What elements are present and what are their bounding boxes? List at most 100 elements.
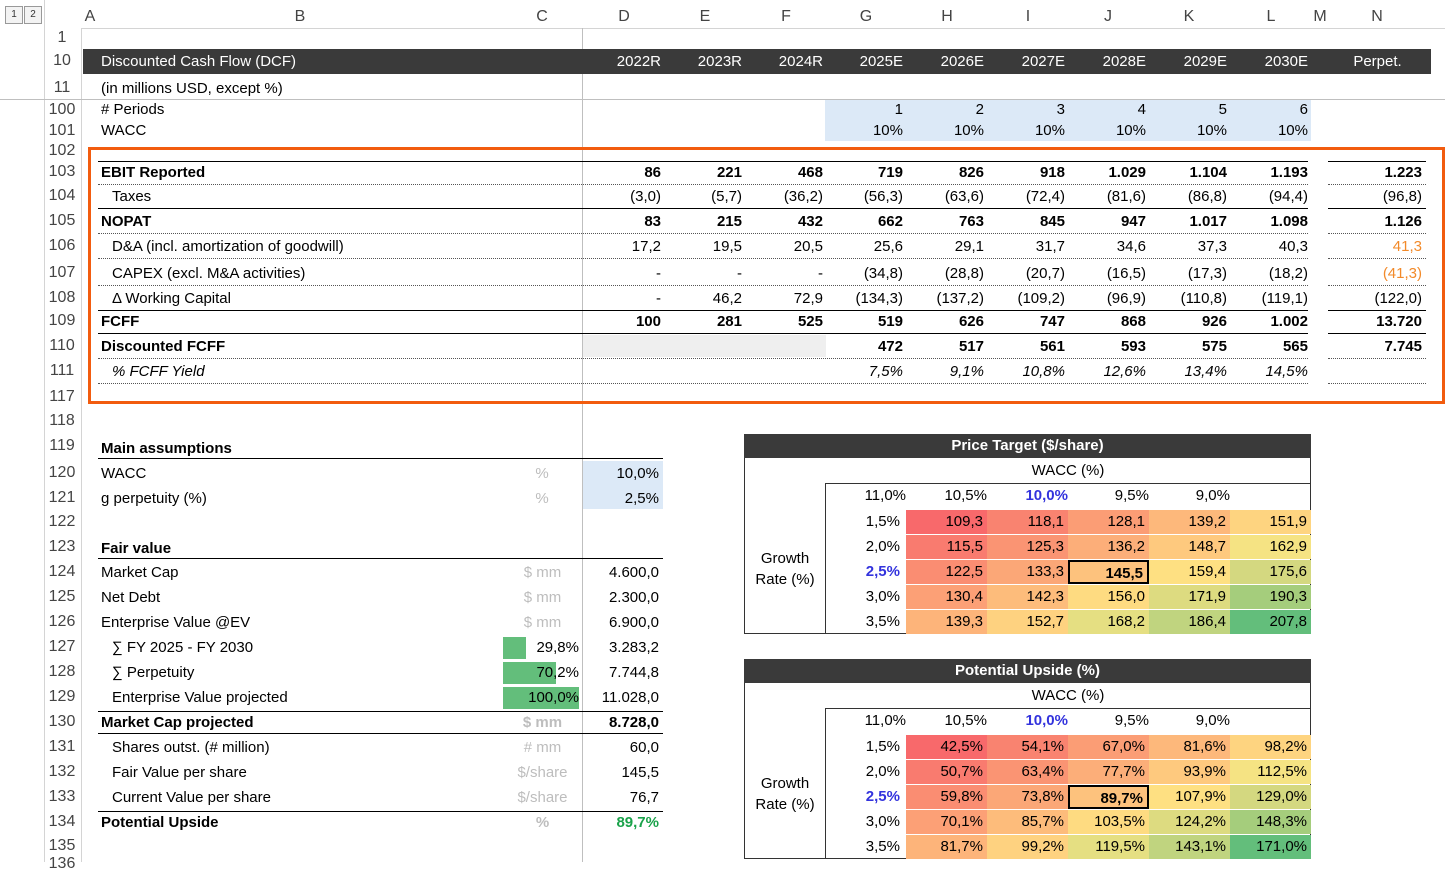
- dcf-cell[interactable]: (94,4): [1268, 188, 1308, 205]
- assumption-value[interactable]: 10,0%: [616, 465, 659, 482]
- row-header-118[interactable]: 118: [49, 412, 75, 429]
- fair-value-value[interactable]: 7.744,8: [608, 664, 659, 681]
- fair-value-value[interactable]: 76,7: [629, 789, 659, 806]
- dcf-cell[interactable]: 10,8%: [1022, 363, 1065, 380]
- sensitivity-cell[interactable]: 107,9%: [1149, 785, 1230, 809]
- outline-level-2-button[interactable]: 2: [24, 6, 42, 24]
- sensitivity-cell[interactable]: 142,3: [987, 585, 1068, 609]
- dcf-cell[interactable]: 72,9: [793, 290, 823, 307]
- dcf-cell[interactable]: 83: [644, 213, 661, 230]
- dcf-cell[interactable]: 1.193: [1270, 164, 1308, 181]
- column-header-c[interactable]: C: [536, 8, 548, 25]
- fair-value-value[interactable]: 60,0: [629, 739, 659, 756]
- dcf-perpetuity-cell[interactable]: 13.720: [1376, 313, 1422, 330]
- row-header-10[interactable]: 10: [53, 52, 71, 69]
- row-header-110[interactable]: 110: [49, 337, 75, 354]
- row-header-132[interactable]: 132: [48, 763, 76, 780]
- dcf-cell[interactable]: 517: [958, 338, 984, 355]
- column-header-e[interactable]: E: [699, 8, 711, 25]
- row-header-104[interactable]: 104: [48, 187, 76, 204]
- dcf-cell[interactable]: 12,6%: [1103, 363, 1146, 380]
- row-header-107[interactable]: 107: [48, 264, 76, 281]
- sensitivity-cell[interactable]: 42,5%: [906, 735, 987, 759]
- sensitivity-cell[interactable]: 70,1%: [906, 810, 987, 834]
- dcf-cell[interactable]: 747: [1039, 313, 1065, 330]
- row-header-133[interactable]: 133: [48, 788, 76, 805]
- dcf-cell[interactable]: 13,4%: [1184, 363, 1227, 380]
- dcf-cell[interactable]: 100: [635, 313, 661, 330]
- dcf-cell[interactable]: 926: [1201, 313, 1227, 330]
- dcf-perpetuity-cell[interactable]: 7.745: [1384, 338, 1422, 355]
- dcf-cell[interactable]: 281: [716, 313, 742, 330]
- sensitivity-cell[interactable]: 133,3: [987, 560, 1068, 584]
- dcf-cell[interactable]: 472: [877, 338, 903, 355]
- sensitivity-cell[interactable]: 159,4: [1149, 560, 1230, 584]
- row-header-105[interactable]: 105: [48, 212, 76, 229]
- fair-value-value[interactable]: 145,5: [621, 764, 659, 781]
- dcf-cell[interactable]: 826: [958, 164, 984, 181]
- row-header-136[interactable]: 136: [48, 855, 76, 872]
- dcf-cell[interactable]: 947: [1120, 213, 1146, 230]
- dcf-cell[interactable]: 20,5: [793, 238, 823, 255]
- sensitivity-cell[interactable]: 54,1%: [987, 735, 1068, 759]
- dcf-perpetuity-cell[interactable]: (41,3): [1382, 265, 1422, 282]
- dcf-cell[interactable]: (72,4): [1025, 188, 1065, 205]
- column-header-d[interactable]: D: [618, 8, 630, 25]
- sensitivity-cell[interactable]: 119,5%: [1068, 835, 1149, 859]
- row-header-103[interactable]: 103: [48, 163, 76, 180]
- fair-value-value[interactable]: 6.900,0: [608, 614, 659, 631]
- dcf-cell[interactable]: 31,7: [1035, 238, 1065, 255]
- dcf-cell[interactable]: (36,2): [783, 188, 823, 205]
- row-header-129[interactable]: 129: [48, 688, 76, 705]
- dcf-cell[interactable]: 1.002: [1270, 313, 1308, 330]
- row-header-123[interactable]: 123: [48, 538, 76, 555]
- dcf-cell[interactable]: 221: [716, 164, 742, 181]
- dcf-cell[interactable]: 918: [1039, 164, 1065, 181]
- sensitivity-cell[interactable]: 50,7%: [906, 760, 987, 784]
- dcf-cell[interactable]: 868: [1120, 313, 1146, 330]
- row-header-134[interactable]: 134: [48, 813, 76, 830]
- sensitivity-cell[interactable]: 59,8%: [906, 785, 987, 809]
- row-header-111[interactable]: 111: [49, 362, 75, 379]
- column-header-j[interactable]: J: [1104, 8, 1112, 25]
- sensitivity-cell[interactable]: 207,8: [1230, 610, 1311, 634]
- dcf-cell[interactable]: 1.104: [1189, 164, 1227, 181]
- dcf-cell[interactable]: 432: [797, 213, 823, 230]
- row-header-106[interactable]: 106: [48, 237, 76, 254]
- dcf-cell[interactable]: 575: [1201, 338, 1227, 355]
- dcf-perpetuity-cell[interactable]: (96,8): [1382, 188, 1422, 205]
- dcf-cell[interactable]: 626: [958, 313, 984, 330]
- dcf-cell[interactable]: 37,3: [1197, 238, 1227, 255]
- dcf-cell[interactable]: (28,8): [944, 265, 984, 282]
- dcf-cell[interactable]: 40,3: [1278, 238, 1308, 255]
- row-header-120[interactable]: 120: [48, 464, 76, 481]
- dcf-cell[interactable]: 46,2: [712, 290, 742, 307]
- dcf-cell[interactable]: (20,7): [1025, 265, 1065, 282]
- column-header-l[interactable]: L: [1266, 8, 1276, 25]
- sensitivity-cell[interactable]: 148,7: [1149, 535, 1230, 559]
- row-header-100[interactable]: 100: [48, 101, 76, 118]
- sensitivity-cell[interactable]: 112,5%: [1230, 760, 1311, 784]
- sensitivity-cell[interactable]: 171,0%: [1230, 835, 1311, 859]
- dcf-cell[interactable]: (16,5): [1106, 265, 1146, 282]
- dcf-cell[interactable]: (86,8): [1187, 188, 1227, 205]
- sensitivity-cell[interactable]: 145,5: [1068, 560, 1149, 584]
- dcf-cell[interactable]: 19,5: [712, 238, 742, 255]
- dcf-cell[interactable]: (96,9): [1106, 290, 1146, 307]
- sensitivity-cell[interactable]: 125,3: [987, 535, 1068, 559]
- column-header-k[interactable]: K: [1183, 8, 1195, 25]
- dcf-cell[interactable]: -: [737, 265, 742, 282]
- row-header-128[interactable]: 128: [48, 663, 76, 680]
- dcf-cell[interactable]: 593: [1120, 338, 1146, 355]
- sensitivity-cell[interactable]: 118,1: [987, 510, 1068, 534]
- column-header-b[interactable]: B: [294, 8, 306, 25]
- sensitivity-cell[interactable]: 81,6%: [1149, 735, 1230, 759]
- dcf-cell[interactable]: (56,3): [863, 188, 903, 205]
- dcf-cell[interactable]: 25,6: [873, 238, 903, 255]
- dcf-cell[interactable]: 1.098: [1270, 213, 1308, 230]
- column-header-m[interactable]: M: [1313, 8, 1327, 25]
- outline-level-1-button[interactable]: 1: [5, 6, 23, 24]
- sensitivity-cell[interactable]: 109,3: [906, 510, 987, 534]
- row-header-126[interactable]: 126: [48, 613, 76, 630]
- sensitivity-cell[interactable]: 186,4: [1149, 610, 1230, 634]
